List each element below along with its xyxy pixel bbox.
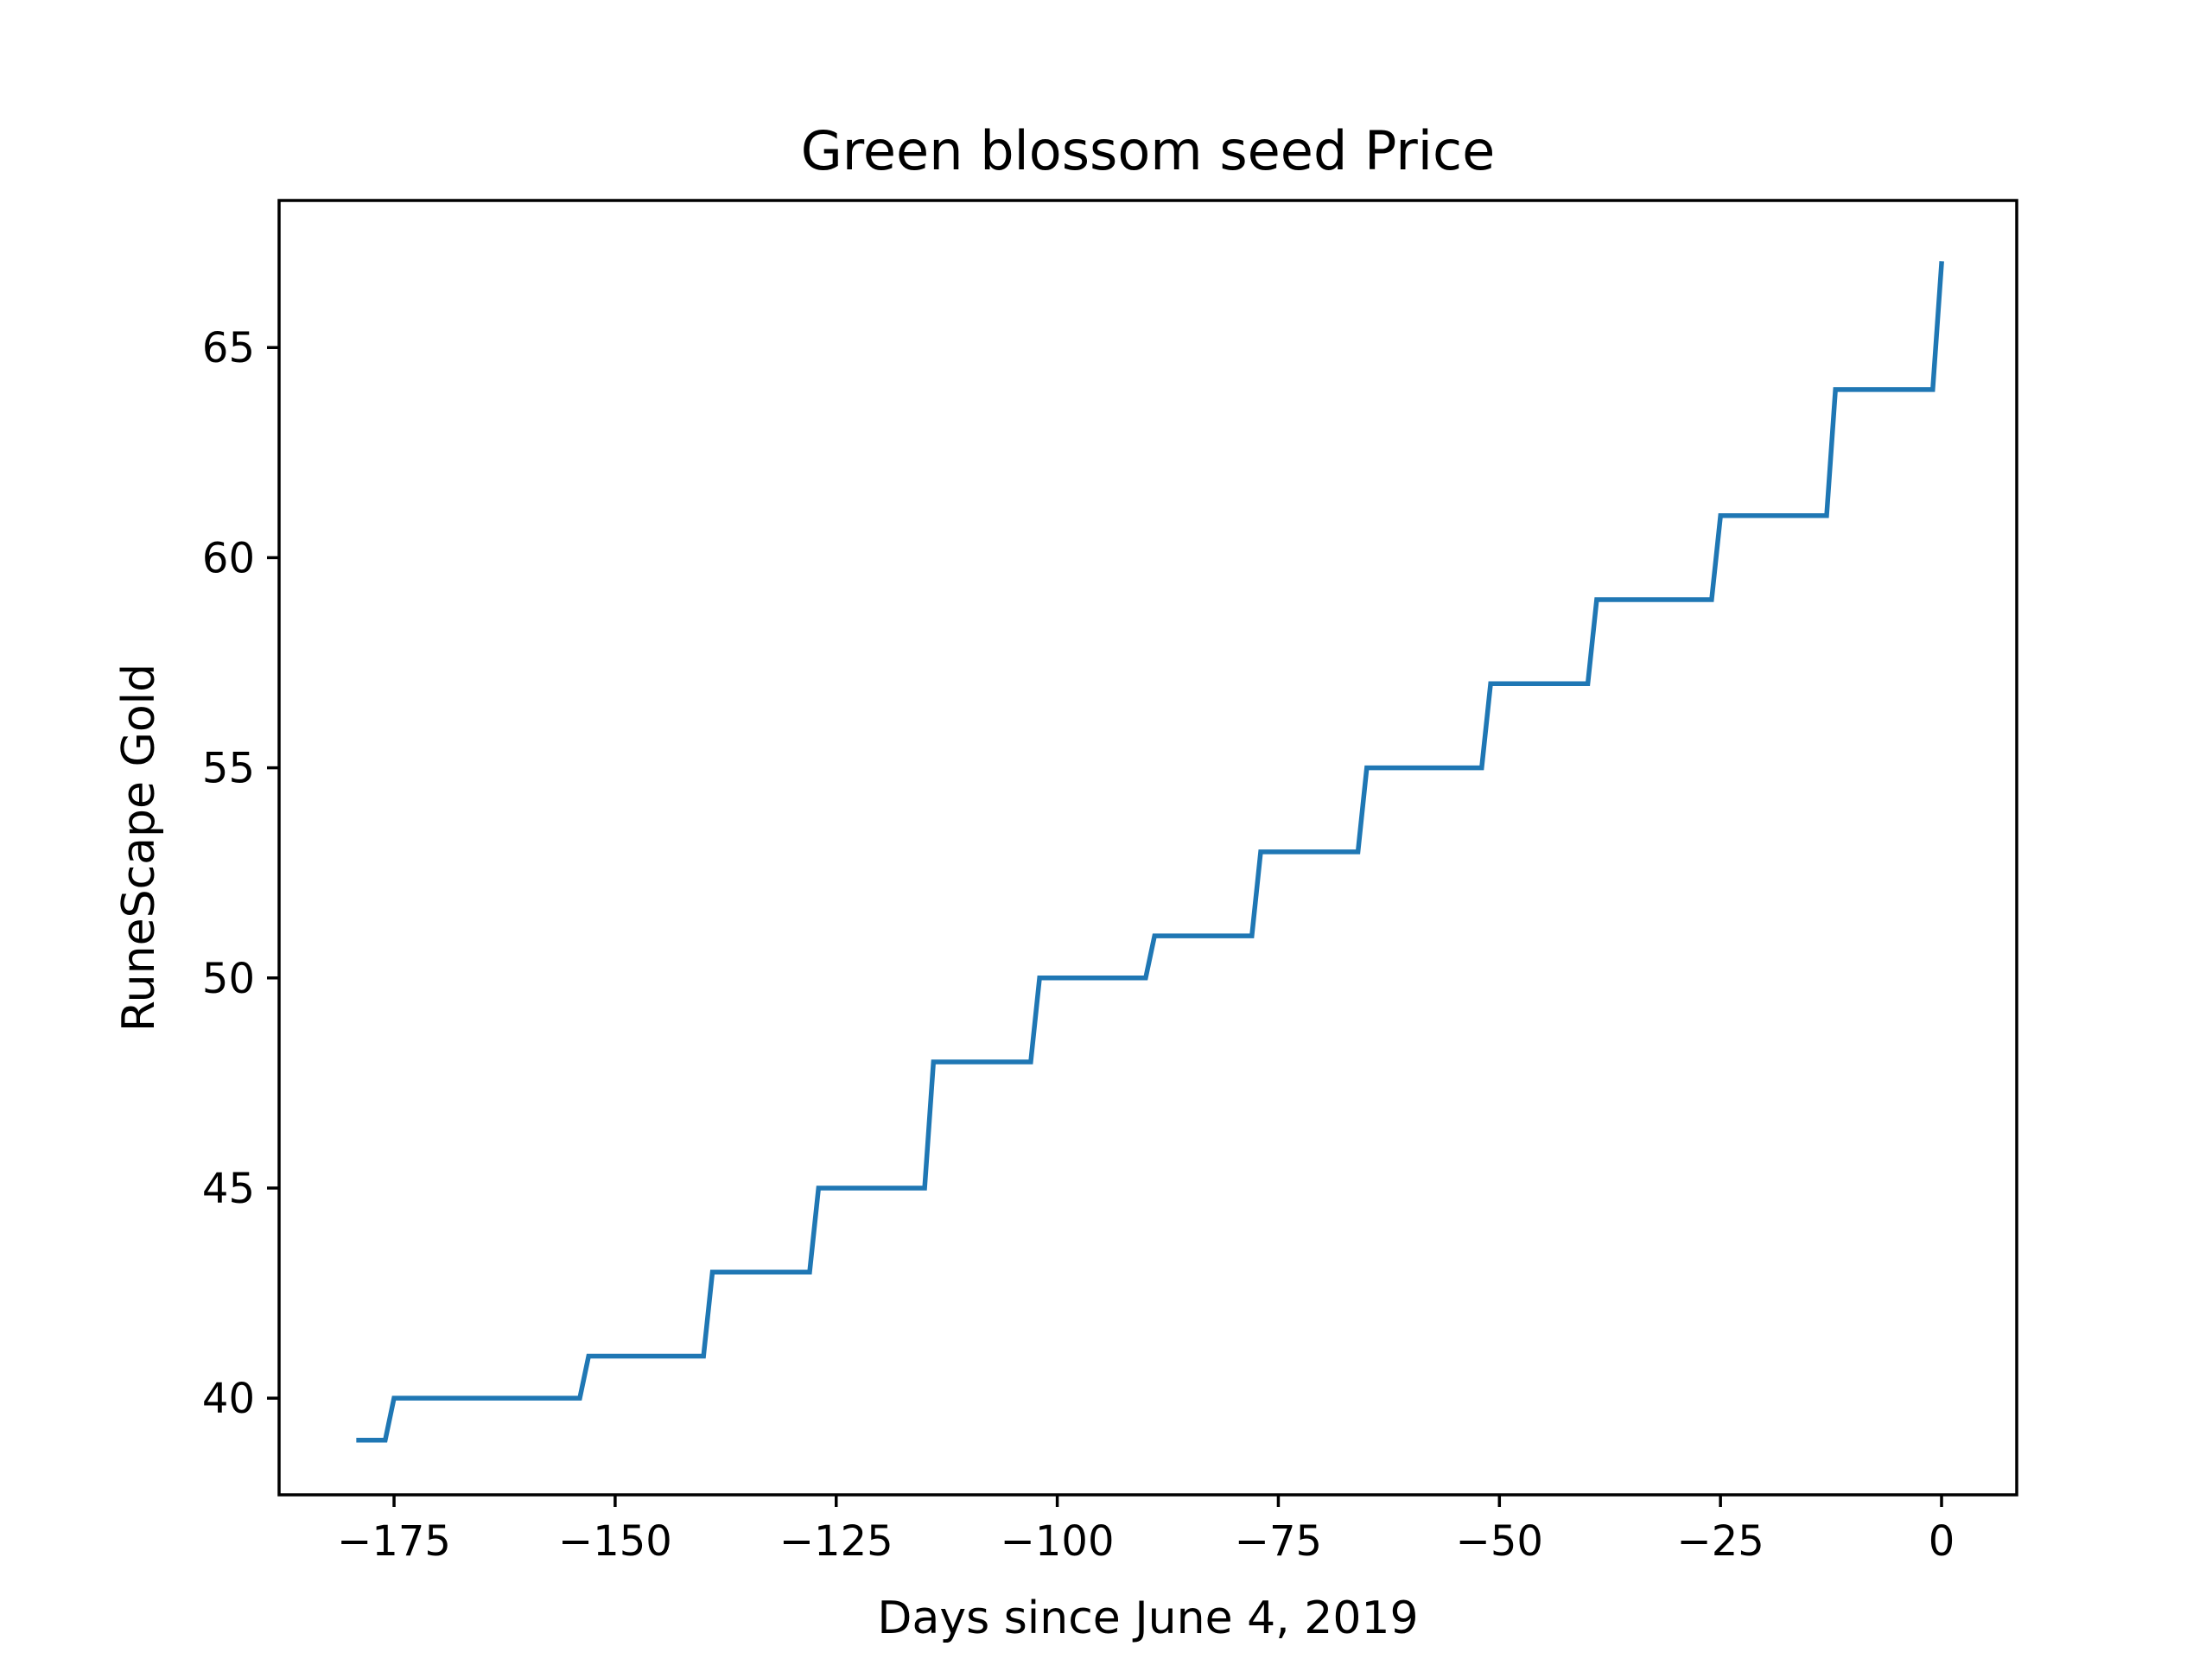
x-tick-label: −125 xyxy=(779,1517,893,1566)
x-tick-label: −25 xyxy=(1677,1517,1764,1566)
x-tick-label: 0 xyxy=(1929,1517,1955,1566)
x-tick-label: −75 xyxy=(1235,1517,1322,1566)
y-tick-label: 60 xyxy=(202,534,255,582)
x-axis-label: Days since June 4, 2019 xyxy=(877,1592,1418,1644)
chart-title: Green blossom seed Price xyxy=(801,119,1496,182)
y-tick-label: 55 xyxy=(202,745,255,793)
series-line xyxy=(356,261,1944,1443)
y-tick-label: 50 xyxy=(202,955,255,1003)
plot-area-frame xyxy=(277,199,2018,1497)
x-tick-label: −175 xyxy=(337,1517,451,1566)
y-axis-ticks: 40 45 50 55 60 65 xyxy=(202,324,279,1423)
y-tick-label: 45 xyxy=(202,1165,255,1213)
x-axis-ticks: −175 −150 −125 −100 −75 −50 −25 0 xyxy=(337,1495,1955,1566)
y-axis-label: RuneScape Gold xyxy=(113,664,165,1032)
y-tick-label: 65 xyxy=(202,324,255,372)
x-tick-label: −100 xyxy=(1001,1517,1115,1566)
x-tick-label: −150 xyxy=(558,1517,672,1566)
x-tick-label: −50 xyxy=(1456,1517,1543,1566)
series-layer xyxy=(356,261,1944,1443)
y-tick-label: 40 xyxy=(202,1375,255,1423)
